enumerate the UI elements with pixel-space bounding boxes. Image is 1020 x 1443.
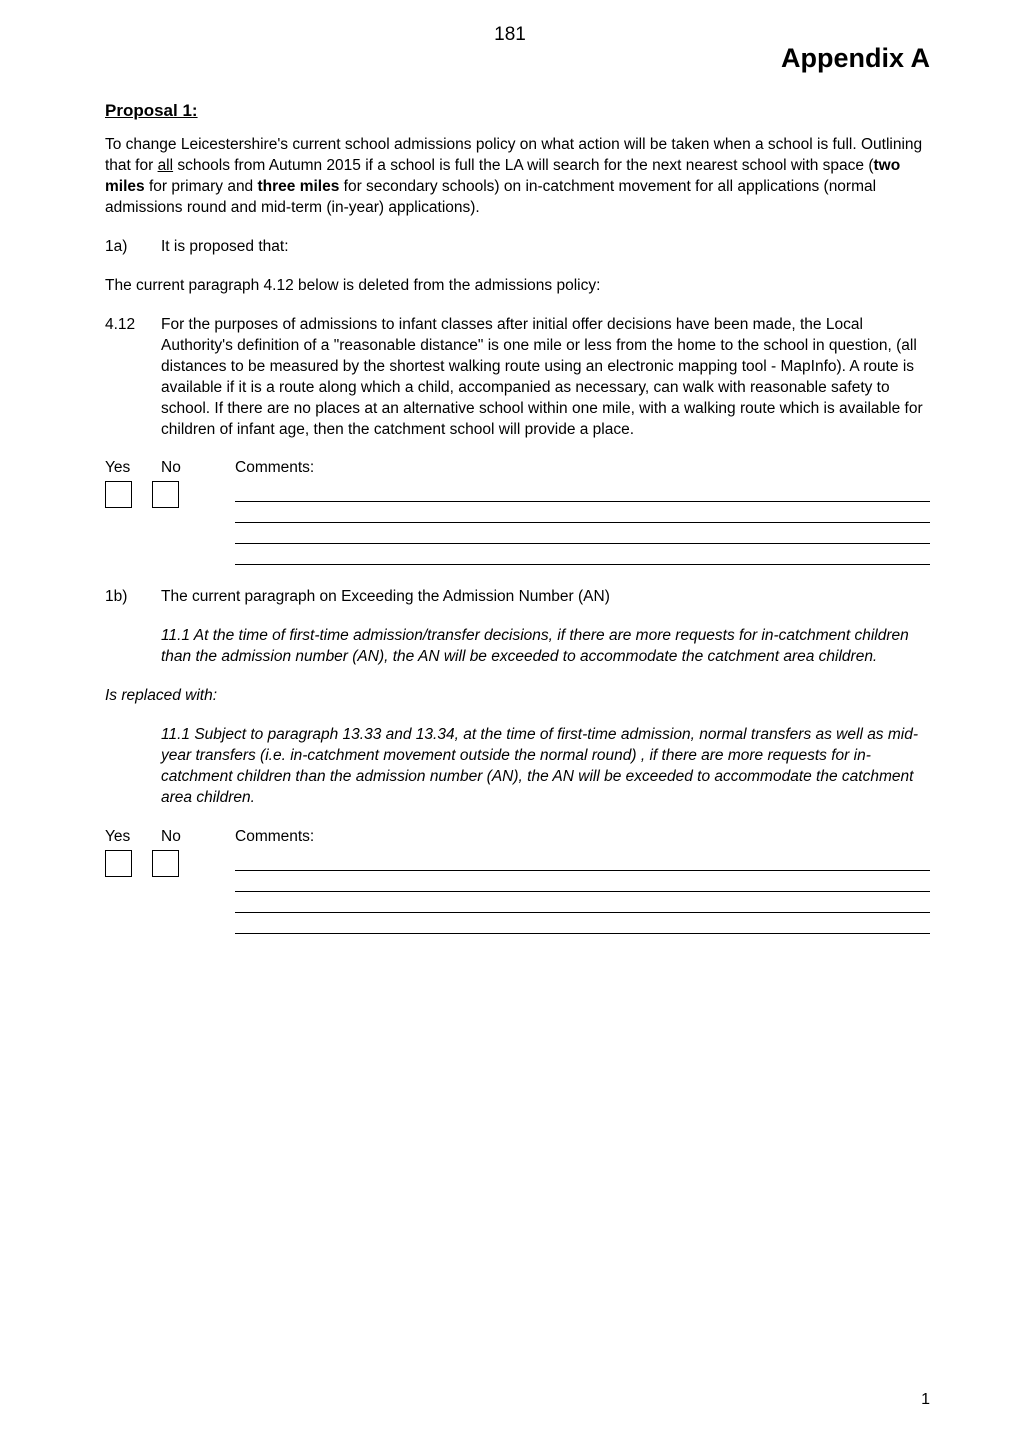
comments-label-1: Comments: (235, 458, 930, 479)
yes-label-1: Yes (105, 458, 141, 479)
intro-p3: for primary and (145, 178, 258, 195)
replaced-with: Is replaced with: (105, 686, 930, 707)
yes-checkbox-2[interactable] (105, 850, 132, 877)
comment-line[interactable] (235, 504, 930, 523)
item-1a-num: 1a) (105, 237, 161, 258)
intro-all: all (158, 157, 174, 174)
item-1a: 1a) It is proposed that: (105, 237, 930, 258)
no-label-1: No (161, 458, 197, 479)
comment-line[interactable] (235, 894, 930, 913)
intro-p2: schools from Autumn 2015 if a school is … (173, 157, 873, 174)
comment-line[interactable] (235, 852, 930, 871)
item-1a-text: It is proposed that: (161, 237, 930, 258)
intro-three-miles: three miles (258, 178, 340, 195)
yes-no-block-2: Yes No Comments: (105, 827, 930, 934)
no-label-2: No (161, 827, 197, 848)
block-11-1-b: 11.1 Subject to paragraph 13.33 and 13.3… (105, 725, 930, 809)
no-checkbox-1[interactable] (152, 481, 179, 508)
yes-no-block-1: Yes No Comments: (105, 458, 930, 565)
para-412-intro: The current paragraph 4.12 below is dele… (105, 276, 930, 297)
no-checkbox-2[interactable] (152, 850, 179, 877)
comment-line[interactable] (235, 525, 930, 544)
comment-line[interactable] (235, 873, 930, 892)
comment-line[interactable] (235, 546, 930, 565)
comments-label-2: Comments: (235, 827, 930, 848)
page-number-top: 181 (494, 22, 526, 48)
block-11-1-a: 11.1 At the time of first-time admission… (105, 626, 930, 668)
item-1b-text: The current paragraph on Exceeding the A… (161, 587, 930, 608)
comment-line[interactable] (235, 483, 930, 502)
intro-paragraph: To change Leicestershire's current schoo… (105, 135, 930, 219)
comment-line[interactable] (235, 915, 930, 934)
proposal-heading: Proposal 1: (105, 100, 930, 123)
item-412-num: 4.12 (105, 315, 161, 441)
yes-checkbox-1[interactable] (105, 481, 132, 508)
page-number-bottom: 1 (921, 1389, 930, 1411)
yes-label-2: Yes (105, 827, 141, 848)
item-1b-num: 1b) (105, 587, 161, 608)
item-412: 4.12 For the purposes of admissions to i… (105, 315, 930, 441)
item-1b: 1b) The current paragraph on Exceeding t… (105, 587, 930, 608)
item-412-text: For the purposes of admissions to infant… (161, 315, 930, 441)
